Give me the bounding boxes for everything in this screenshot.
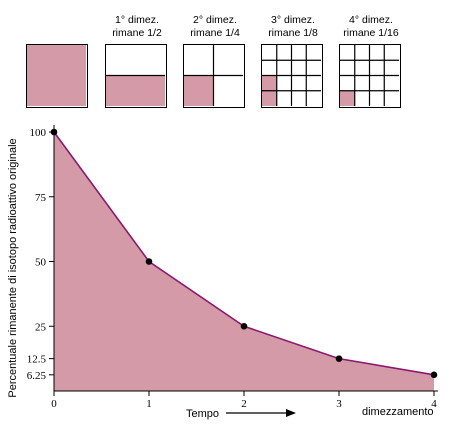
y-tick-label: 75: [35, 192, 47, 204]
square-quarter: [183, 44, 245, 108]
x-tick-label: 4: [431, 398, 437, 410]
halving-label-line: rimane 1/16: [343, 27, 399, 39]
remaining-fraction: [340, 90, 355, 106]
halving-label-line: 4° dimez.: [349, 14, 393, 26]
square-sixteenth: [339, 44, 401, 108]
halving-label-line: 1° dimez.: [115, 14, 159, 26]
y-tick-label: 100: [30, 127, 47, 139]
halving-label-line: 2° dimez.: [193, 14, 237, 26]
data-point: [430, 371, 438, 379]
remaining-area: [54, 132, 434, 391]
halving-2-label: 2° dimez. rimane 1/4: [175, 14, 255, 40]
square-grid: [106, 74, 165, 106]
halving-label-line: rimane 1/8: [268, 27, 318, 39]
remaining-fraction: [184, 75, 214, 106]
square-grid: [27, 45, 86, 106]
x-tick-label: 0: [51, 398, 57, 410]
time-arrow-head: [286, 409, 296, 417]
y-tick-label: 12.5: [27, 354, 47, 366]
x-tick-label: 1: [146, 398, 152, 410]
square-whole: [26, 44, 88, 108]
x-tick-label: 2: [241, 398, 247, 410]
data-point: [335, 355, 343, 362]
remaining-fraction: [106, 75, 165, 106]
x-axis-unit-label: dimezzamento: [362, 406, 434, 418]
data-point: [145, 258, 153, 265]
square-half: [105, 44, 167, 108]
square-eighth: [261, 44, 323, 108]
y-tick-label: 25: [35, 321, 47, 333]
halving-label-line: 3° dimez.: [271, 14, 315, 26]
halving-3-label: 3° dimez. rimane 1/8: [253, 14, 333, 40]
x-tick-label: 3: [336, 398, 342, 410]
square-grid: [184, 45, 243, 106]
halving-1-label: 1° dimez. rimane 1/2: [97, 14, 177, 40]
square-grid: [340, 45, 399, 106]
remaining-fraction: [27, 45, 86, 106]
halving-label-line: rimane 1/4: [190, 27, 240, 39]
square-grid: [262, 45, 321, 106]
y-tick-label: 50: [35, 257, 47, 269]
x-axis-label: Tempo: [186, 408, 219, 420]
data-point: [240, 322, 248, 330]
y-axis-label: Percentuale rimanente di isotopo radioat…: [7, 138, 19, 397]
y-tick-label: 6.25: [27, 370, 47, 382]
halving-label-line: rimane 1/2: [112, 27, 162, 39]
halving-4-label: 4° dimez. rimane 1/16: [331, 14, 411, 40]
